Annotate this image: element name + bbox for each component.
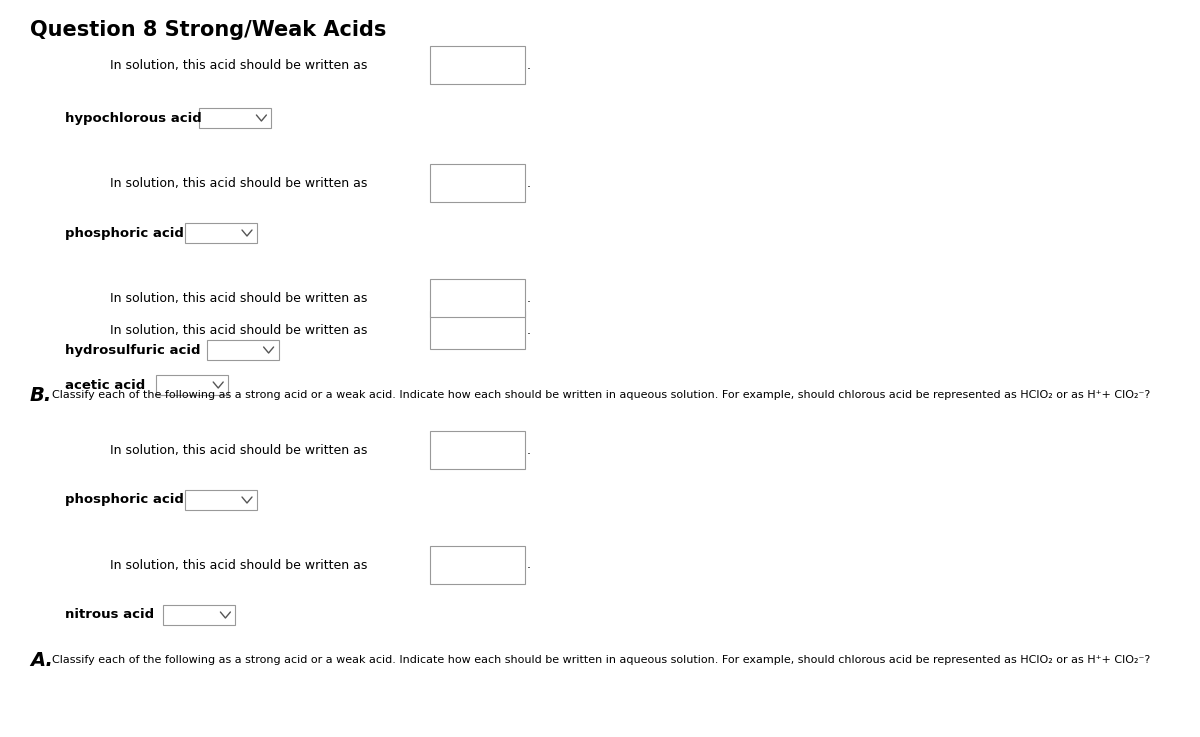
Text: acetic acid: acetic acid [65, 379, 145, 391]
Text: .: . [527, 324, 530, 337]
Text: .: . [527, 292, 530, 304]
Text: Classify each of the following as a strong acid or a weak acid. Indicate how eac: Classify each of the following as a stro… [52, 390, 1151, 400]
Bar [206, 340, 278, 360]
Text: In solution, this acid should be written as: In solution, this acid should be written… [110, 444, 367, 456]
Text: In solution, this acid should be written as: In solution, this acid should be written… [110, 324, 367, 337]
Bar [430, 279, 526, 317]
Bar [430, 546, 526, 584]
Bar [430, 431, 526, 469]
Text: In solution, this acid should be written as: In solution, this acid should be written… [110, 58, 367, 71]
Text: Classify each of the following as a strong acid or a weak acid. Indicate how eac: Classify each of the following as a stro… [52, 655, 1151, 665]
Text: hydrosulfuric acid: hydrosulfuric acid [65, 343, 200, 357]
Text: phosphoric acid: phosphoric acid [65, 494, 184, 506]
Bar [185, 490, 257, 510]
Text: .: . [527, 176, 530, 189]
Bar [430, 311, 526, 349]
Text: In solution, this acid should be written as: In solution, this acid should be written… [110, 559, 367, 571]
Text: B.: B. [30, 385, 53, 405]
Bar [430, 164, 526, 202]
Bar [156, 375, 228, 395]
Text: hypochlorous acid: hypochlorous acid [65, 111, 202, 125]
Text: A.: A. [30, 651, 53, 669]
Bar [199, 108, 271, 128]
Bar [185, 223, 257, 243]
Text: In solution, this acid should be written as: In solution, this acid should be written… [110, 292, 367, 304]
Text: In solution, this acid should be written as: In solution, this acid should be written… [110, 176, 367, 189]
Text: .: . [527, 559, 530, 571]
Text: .: . [527, 58, 530, 71]
Text: Question 8 Strong/Weak Acids: Question 8 Strong/Weak Acids [30, 20, 386, 40]
Bar [163, 605, 235, 625]
Text: .: . [527, 444, 530, 456]
Text: phosphoric acid: phosphoric acid [65, 226, 184, 240]
Text: nitrous acid: nitrous acid [65, 609, 154, 621]
Bar [430, 46, 526, 84]
